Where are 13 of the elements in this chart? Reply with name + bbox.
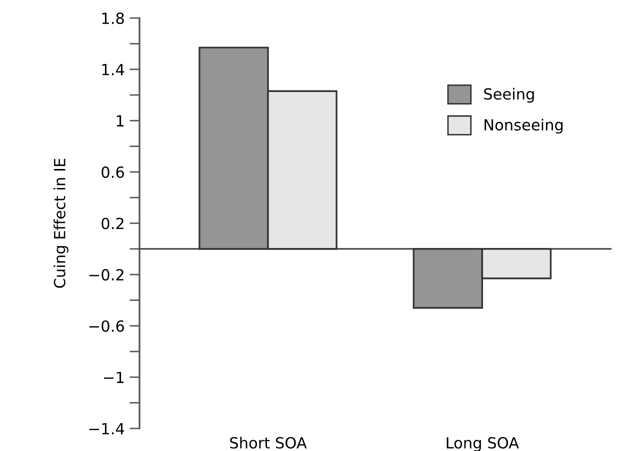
y-tick-label: 1.4	[102, 64, 124, 76]
legend-label: Nonseeing	[484, 118, 563, 134]
legend-label: Seeing	[484, 88, 534, 103]
y-tick-label: −1	[104, 372, 124, 383]
y-tick-label: −0.6	[89, 320, 124, 332]
y-tick-label: 0.2	[102, 218, 124, 230]
y-tick-label: 1	[116, 115, 124, 126]
y-axis-title: Cuing Effect in IE	[54, 158, 68, 288]
y-tick-label: −1.4	[89, 423, 124, 434]
y-tick-label: −0.2	[89, 269, 124, 281]
y-tick-label: 1.8	[102, 12, 124, 24]
x-tick-label: Short SOA	[230, 436, 307, 449]
y-tick-label: 0.6	[102, 166, 124, 178]
